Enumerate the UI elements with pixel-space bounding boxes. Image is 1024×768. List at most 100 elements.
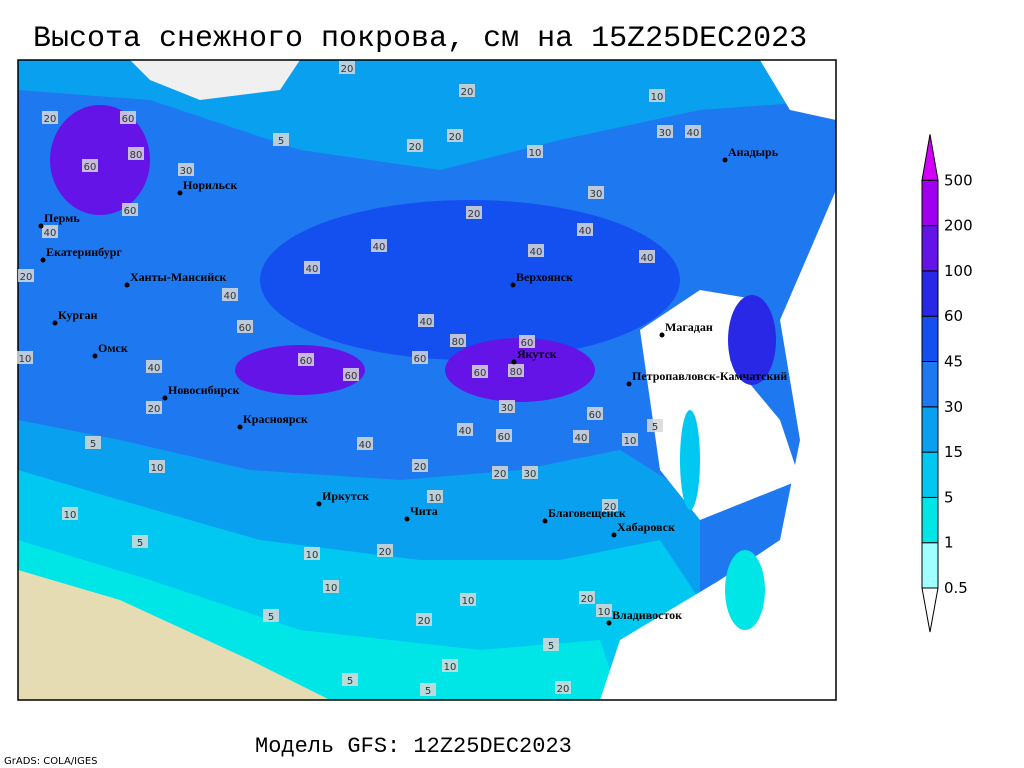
city-label: Благовещенск	[548, 506, 626, 520]
colorbar-label: 30	[944, 398, 963, 416]
contour-label: 40	[148, 363, 161, 374]
contour-label-bg	[577, 223, 593, 236]
contour-label: 10	[651, 92, 664, 103]
city-dot	[52, 320, 58, 326]
colorbar-label: 1	[944, 534, 954, 552]
colorbar-box	[921, 361, 939, 408]
contour-label: 10	[529, 148, 542, 159]
city-label: Новосибирск	[168, 383, 240, 397]
contour-label-bg	[588, 186, 604, 199]
contour-label: 10	[444, 662, 457, 673]
colorbar-box	[921, 451, 939, 498]
contour-label-bg	[178, 163, 194, 176]
city-dot	[611, 532, 617, 538]
contour-label: 40	[687, 128, 700, 139]
colorbar-label: 0.5	[944, 579, 968, 597]
contour-label: 10	[462, 596, 475, 607]
contour-label: 20	[557, 684, 570, 695]
contour-label: 5	[268, 612, 274, 623]
contour-label: 60	[300, 356, 313, 367]
colorbar-label: 45	[944, 353, 963, 371]
city-label: Анадырь	[728, 145, 779, 159]
contour-label-bg	[447, 129, 463, 142]
contour-label: 60	[84, 162, 97, 173]
contour-label-bg	[42, 225, 58, 238]
contour-label: 10	[306, 550, 319, 561]
colorbar-label: 200	[944, 217, 973, 235]
city-dot	[124, 282, 130, 288]
contour-label: 20	[409, 142, 422, 153]
contour-label-bg	[596, 604, 612, 617]
contour-label: 40	[359, 440, 372, 451]
city-label: Красноярск	[243, 412, 308, 426]
contour-label-bg	[459, 84, 475, 97]
contour-label: 40	[44, 228, 57, 239]
contour-label: 10	[429, 493, 442, 504]
contour-label-bg	[508, 364, 524, 377]
contour-label: 40	[459, 426, 472, 437]
contour-label-bg	[120, 111, 136, 124]
contour-label-bg	[647, 419, 663, 432]
colorbar-label: 500	[944, 171, 973, 189]
city-label: Екатеринбург	[46, 245, 122, 259]
contour-label: 80	[510, 367, 523, 378]
contour-label-bg	[622, 433, 638, 446]
map	[18, 60, 836, 700]
contour-label-bg	[122, 203, 138, 216]
colorbar-box	[921, 406, 939, 453]
contour-label: 30	[659, 128, 672, 139]
contour-label-bg	[18, 269, 34, 282]
contour-label-bg	[412, 459, 428, 472]
contour-label-bg	[528, 244, 544, 257]
cities: Норильск Пермь Екатеринбург Ханты-Мансийск К…	[38, 145, 787, 626]
city-dot	[316, 501, 322, 507]
contour-label-bg	[657, 125, 673, 138]
city-label: Пермь	[44, 211, 80, 225]
contour-label-bg	[407, 139, 423, 152]
contour-label-bg	[499, 400, 515, 413]
colorbar-box	[921, 315, 939, 363]
contour-label-bg	[128, 147, 144, 160]
city-dot	[722, 157, 728, 163]
contour-label-bg	[543, 638, 559, 651]
city-dot	[542, 518, 548, 524]
contour-label: 60	[414, 354, 427, 365]
contour-label: 10	[151, 463, 164, 474]
contour-label-bg	[377, 544, 393, 557]
city-dot	[404, 516, 410, 522]
contour-label: 20	[604, 502, 617, 513]
contour-label: 60	[521, 338, 534, 349]
city-label: Чита	[410, 504, 438, 518]
contour-label-bg	[639, 250, 655, 263]
contour-label: 10	[624, 436, 637, 447]
contour-label: 60	[239, 323, 252, 334]
city-label: Петропавловск-Камчатский	[632, 369, 787, 383]
contour-label: 20	[468, 209, 481, 220]
contour-label-bg	[237, 320, 253, 333]
city-dot	[162, 395, 168, 401]
contour-label: 20	[449, 132, 462, 143]
contour-label: 30	[180, 166, 193, 177]
city-dot	[511, 359, 517, 365]
colorbar-label: 15	[944, 443, 963, 461]
contour-label-bg	[466, 206, 482, 219]
contour-label: 80	[452, 337, 465, 348]
contour-label-bg	[555, 681, 571, 694]
colorbar-label: 100	[944, 262, 973, 280]
contour-label: 20	[418, 616, 431, 627]
contour-label: 20	[148, 404, 161, 415]
contour-label: 5	[425, 686, 431, 697]
contour-label-bg	[149, 460, 165, 473]
contour-label: 40	[373, 242, 386, 253]
contour-label: 20	[414, 462, 427, 473]
contour-label: 10	[325, 583, 338, 594]
colorbar-low	[921, 587, 939, 633]
contour-label: 40	[575, 433, 588, 444]
contour-label-bg	[132, 535, 148, 548]
contour-label: 40	[641, 253, 654, 264]
city-label: Иркутск	[322, 489, 369, 503]
colorbar-box	[921, 225, 939, 272]
contour-label-bg	[442, 659, 458, 672]
contour-label: 30	[524, 469, 537, 480]
contour-label: 5	[347, 676, 353, 687]
